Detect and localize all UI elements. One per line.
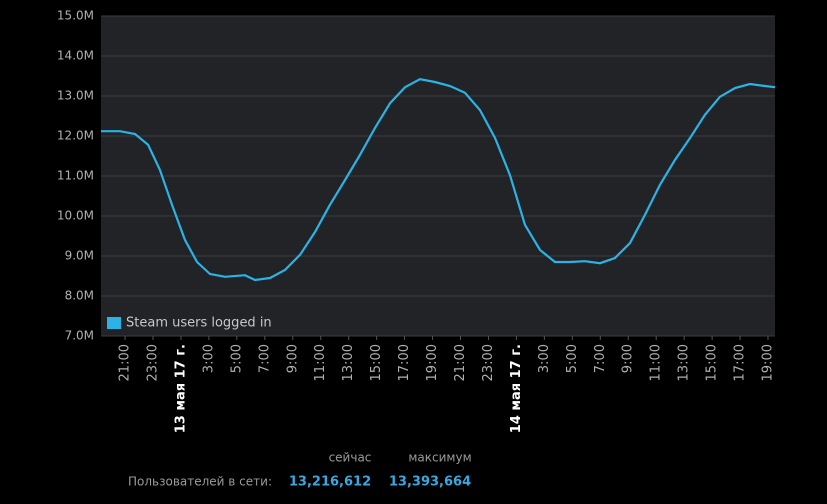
x-tick-label: 23:00 — [145, 344, 160, 381]
now-header: сейчас — [329, 451, 372, 465]
x-tick-label: 15:00 — [705, 344, 720, 381]
x-tick-label: 21:00 — [453, 344, 468, 381]
now-value: 13,216,612 — [289, 475, 371, 490]
legend-swatch — [107, 317, 121, 329]
x-tick-label: 13:00 — [677, 344, 692, 381]
y-tick-label: 11.0M — [57, 169, 94, 183]
y-tick-label: 8.0M — [65, 289, 94, 303]
y-tick-label: 9.0M — [65, 249, 94, 263]
x-tick-label: 19:00 — [761, 344, 776, 381]
y-tick-label: 14.0M — [57, 49, 94, 63]
x-tick-label: 7:00 — [593, 344, 608, 373]
x-tick-label: 11:00 — [649, 344, 664, 381]
legend-label: Steam users logged in — [126, 316, 272, 331]
y-tick-label: 15.0M — [57, 9, 94, 23]
x-tick-label: 3:00 — [537, 344, 552, 373]
y-tick-label: 7.0M — [65, 329, 94, 343]
x-tick-label: 9:00 — [285, 344, 300, 373]
x-tick-label: 5:00 — [565, 344, 580, 373]
max-header: максимум — [408, 451, 471, 465]
x-tick-label: 21:00 — [118, 344, 133, 381]
y-tick-label: 12.0M — [57, 129, 94, 143]
x-tick-label: 5:00 — [229, 344, 244, 373]
x-tick-label: 17:00 — [733, 344, 748, 381]
series-line — [101, 78, 776, 282]
x-tick-label: 3:00 — [201, 344, 216, 373]
stats-label: Пользователей в сети: — [128, 475, 272, 489]
y-tick-label: 13.0M — [57, 89, 94, 103]
x-tick-label: 11:00 — [313, 344, 328, 381]
x-tick-label: 13:00 — [341, 344, 356, 381]
x-tick-label: 7:00 — [257, 344, 272, 373]
x-tick-label: 14 мая 17 г. — [509, 344, 524, 433]
x-tick-label: 13 мая 17 г. — [173, 344, 188, 433]
x-tick-label: 17:00 — [397, 344, 412, 381]
x-tick-label: 23:00 — [481, 344, 496, 381]
y-tick-label: 10.0M — [57, 209, 94, 223]
x-tick-label: 19:00 — [425, 344, 440, 381]
x-tick-label: 9:00 — [621, 344, 636, 373]
x-tick-label: 15:00 — [369, 344, 384, 381]
max-value: 13,393,664 — [389, 475, 471, 490]
